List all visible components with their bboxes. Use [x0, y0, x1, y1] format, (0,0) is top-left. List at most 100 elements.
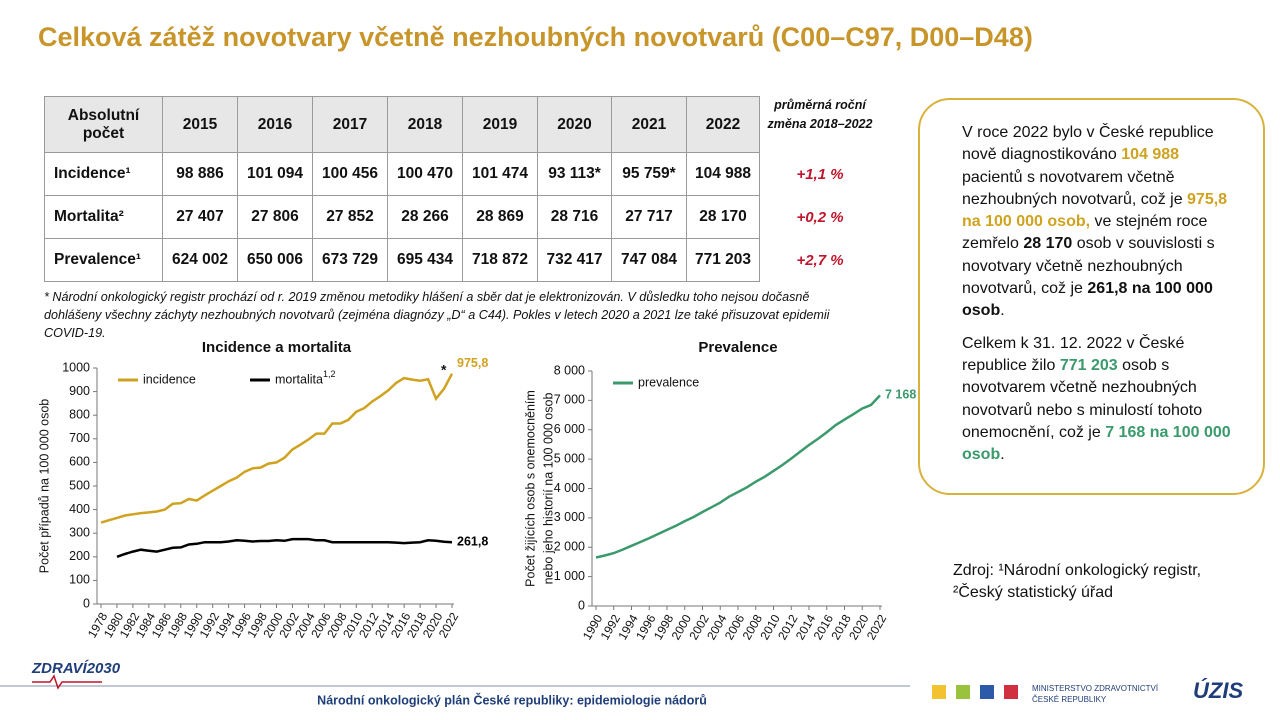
source: Zdroj: ¹Národní onkologický registr, ²Če… [953, 560, 1201, 604]
y-axis-label: Počet případů na 100 000 osob [37, 399, 51, 573]
source-line: Zdroj: ¹Národní onkologický registr, [953, 562, 1202, 579]
row-label: Incidence¹ [44, 152, 163, 196]
logo-icon [1004, 685, 1018, 699]
text-run: 28 170 [1023, 235, 1073, 253]
y-axis-label: Počet žijících osob s onemocněním [523, 390, 537, 587]
series-line [100, 373, 454, 524]
chart-title: Prevalence [698, 339, 777, 356]
table-cell: 650 006 [237, 238, 313, 282]
footnote: * Národní onkologický registr prochází o… [44, 290, 830, 340]
table-cell: 27 852 [312, 195, 388, 239]
legend-sup: 1,2 [323, 369, 336, 379]
header-cell: 2018 [387, 96, 463, 153]
y-tick-label: 900 [69, 384, 90, 398]
legend-label: incidence [143, 372, 196, 386]
y-tick-label: 0 [578, 598, 585, 612]
y-tick-label: 500 [69, 478, 90, 492]
y-tick-label: 8 000 [554, 363, 585, 377]
chart-title: Incidence a mortalita [202, 339, 352, 356]
x-tick-label: 2022 [864, 612, 890, 642]
table-cell: 732 417 [537, 238, 612, 282]
y-tick-label: 2 000 [554, 540, 585, 554]
table-row: Mortalita² 27 407 27 806 27 852 28 266 28 869… [44, 195, 760, 239]
table-cell: 100 470 [387, 152, 463, 196]
y-tick-label: 800 [69, 407, 90, 421]
y-tick-label: 600 [69, 455, 90, 469]
header-cell: 2022 [686, 96, 760, 153]
change-value: +1,1 % [796, 166, 844, 183]
text-run: Celkem k 31. 12. 2022 v České republice … [962, 334, 1185, 374]
series-line [116, 537, 453, 558]
text-run: osob s novotvarem včetně nezhoubných nov… [962, 356, 1203, 441]
table-cell: 28 170 [686, 195, 760, 239]
data-label: 261,8 [457, 535, 488, 549]
change-column: průměrná roční změna 2018–2022 +1,1 % +0,2… [760, 96, 880, 282]
logo-left: ZDRAVÍ2030 [31, 660, 121, 677]
header-cell: 2017 [312, 96, 388, 153]
logo-icon [932, 685, 946, 699]
table-cell: 771 203 [686, 238, 760, 282]
annotation: * [441, 361, 447, 377]
text-run: . [1000, 302, 1005, 320]
text-run: . [1000, 446, 1005, 464]
header-cell: 2016 [237, 96, 313, 153]
slide-title: Celková zátěž novotvary včetně nezhoubný… [38, 22, 1033, 52]
table-cell: 101 094 [237, 152, 313, 196]
table-cell: 27 717 [611, 195, 687, 239]
text-run: osob v souvislosti s novotvary včetně ne… [962, 235, 1215, 298]
header-row: Absolutní počet 2015 2016 2017 2018 2019 2020 2… [44, 96, 760, 153]
text-run: 7 168 na 100 000 osob [962, 423, 1231, 464]
y-tick-label: 700 [69, 431, 90, 445]
text-run: 104 988 [1121, 146, 1180, 164]
summary-box: V roce 2022 bylo v České republice nově … [918, 98, 1265, 495]
data-label: 975,8 [457, 356, 488, 370]
table-cell: 98 886 [162, 152, 238, 196]
y-tick-label: 400 [69, 502, 90, 516]
y-tick-label: 1 000 [554, 569, 585, 583]
y-tick-label: 4 000 [554, 481, 585, 495]
text-run: 261,8 na 100 000 osob [962, 280, 1213, 320]
table-cell: 101 474 [462, 152, 538, 196]
header-cell: Absolutní počet [44, 96, 163, 153]
table-cell: 27 407 [162, 195, 238, 239]
logo-icon [956, 685, 970, 699]
data-label: 7 168 [885, 388, 916, 402]
logo-right: ÚZIS [1193, 678, 1243, 703]
y-tick-label: 300 [69, 525, 90, 539]
y-tick-label: 1000 [62, 360, 90, 374]
y-axis-label: nebo jeho historií na 100 000 osob [541, 393, 555, 585]
table-cell: 695 434 [387, 238, 463, 282]
header-cell: 2020 [537, 96, 612, 153]
footer-text: Národní onkologický plán České republiky… [317, 692, 707, 707]
text-run: ve stejném roce zemřelo [962, 213, 1208, 253]
y-tick-label: 0 [83, 596, 90, 610]
y-tick-label: 3 000 [554, 510, 585, 524]
text-run: V roce 2022 bylo v České republice nově … [962, 124, 1214, 164]
text-run: pacientů s novotvarem včetně nezhoubných… [962, 168, 1188, 208]
y-tick-label: 100 [69, 573, 90, 587]
change-value: +0,2 % [796, 209, 844, 226]
logo-icon [980, 685, 994, 699]
source-line: ²Český statistický úřad [953, 584, 1114, 601]
table-cell: 95 759* [611, 152, 687, 196]
table-cell: 28 716 [537, 195, 612, 239]
paragraph: Celkem k 31. 12. 2022 v České republice … [962, 333, 1243, 467]
data-table: Absolutní počet 2015 2016 2017 2018 2019 2020 2… [44, 96, 760, 282]
y-tick-label: 5 000 [554, 451, 585, 465]
table-cell: 747 084 [611, 238, 687, 282]
ministry-name: ČESKÉ REPUBLIKY [1032, 695, 1107, 704]
table-cell: 624 002 [162, 238, 238, 282]
text-run: 771 203 [1059, 356, 1118, 374]
y-tick-label: 6 000 [554, 422, 585, 436]
text-run: 975,8 na 100 000 osob, [962, 190, 1228, 231]
legend-label: mortalita1,2 [275, 369, 335, 386]
ministry-name: MINISTERSTVO ZDRAVOTNICTVÍ [1032, 684, 1159, 693]
legend-label: prevalence [638, 375, 699, 389]
table-cell: 718 872 [462, 238, 538, 282]
table-row: Prevalence¹ 624 002 650 006 673 729 695 434 7… [44, 238, 760, 282]
y-tick-label: 200 [69, 549, 90, 563]
table-cell: 28 869 [462, 195, 538, 239]
header-cell: 2019 [462, 96, 538, 153]
